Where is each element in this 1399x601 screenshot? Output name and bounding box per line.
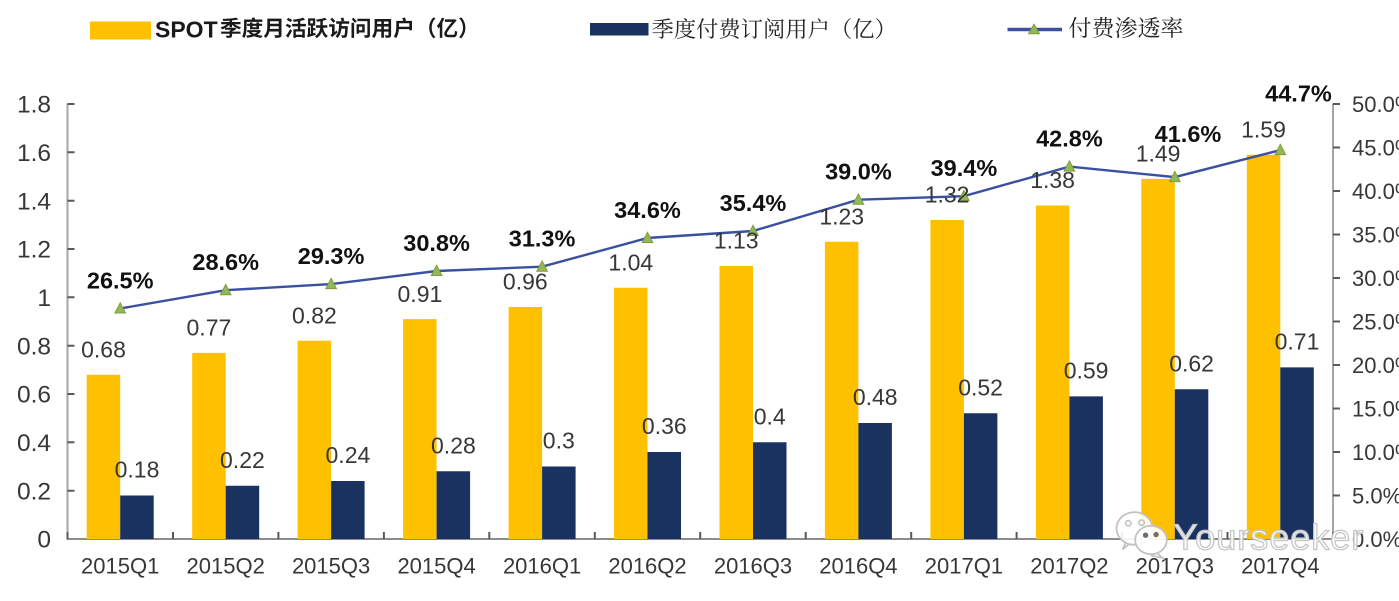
- svg-text:0.18: 0.18: [115, 457, 160, 483]
- svg-text:26.5%: 26.5%: [87, 268, 154, 294]
- svg-text:0.68: 0.68: [81, 336, 126, 362]
- svg-text:1.32: 1.32: [925, 182, 970, 208]
- svg-text:1.59: 1.59: [1241, 116, 1286, 142]
- svg-text:0.22: 0.22: [220, 447, 265, 473]
- svg-text:5.0%: 5.0%: [1352, 483, 1399, 508]
- svg-text:34.6%: 34.6%: [614, 197, 681, 223]
- svg-text:42.8%: 42.8%: [1036, 126, 1103, 152]
- svg-text:2017Q1: 2017Q1: [925, 554, 1003, 579]
- svg-text:39.0%: 39.0%: [825, 159, 892, 185]
- svg-text:41.6%: 41.6%: [1155, 121, 1222, 147]
- svg-text:20.0%: 20.0%: [1352, 353, 1399, 378]
- svg-text:1.49: 1.49: [1136, 141, 1181, 167]
- svg-text:39.4%: 39.4%: [931, 155, 998, 181]
- svg-text:0.48: 0.48: [853, 384, 898, 410]
- svg-text:2016Q3: 2016Q3: [714, 554, 792, 579]
- svg-text:35.4%: 35.4%: [720, 190, 787, 216]
- svg-text:44.7%: 44.7%: [1265, 81, 1332, 107]
- svg-text:0.71: 0.71: [1275, 329, 1320, 355]
- svg-text:28.6%: 28.6%: [192, 249, 259, 275]
- svg-text:2016Q2: 2016Q2: [608, 554, 686, 579]
- svg-text:0.59: 0.59: [1064, 358, 1109, 384]
- svg-text:Yourseeker: Yourseeker: [1174, 517, 1365, 558]
- svg-text:0.3: 0.3: [543, 428, 575, 454]
- svg-text:0.8: 0.8: [17, 333, 51, 360]
- svg-text:1.13: 1.13: [714, 228, 759, 254]
- svg-text:0.0%: 0.0%: [1352, 527, 1399, 552]
- svg-text:2017Q3: 2017Q3: [1136, 554, 1214, 579]
- svg-text:0.96: 0.96: [503, 269, 548, 295]
- svg-text:0.82: 0.82: [292, 303, 337, 329]
- svg-text:2015Q4: 2015Q4: [397, 554, 475, 579]
- svg-text:0.4: 0.4: [17, 430, 51, 457]
- svg-text:45.0%: 45.0%: [1352, 135, 1399, 160]
- svg-text:1.2: 1.2: [17, 237, 51, 264]
- svg-text:1.8: 1.8: [17, 92, 51, 119]
- svg-text:1.6: 1.6: [17, 140, 51, 167]
- svg-text:SPOT: SPOT: [155, 17, 218, 43]
- svg-text:50.0%: 50.0%: [1352, 92, 1399, 117]
- svg-text:0.24: 0.24: [326, 442, 371, 468]
- svg-text:31.3%: 31.3%: [509, 226, 576, 252]
- svg-text:0.91: 0.91: [398, 281, 443, 307]
- svg-text:40.0%: 40.0%: [1352, 179, 1399, 204]
- svg-text:2016Q4: 2016Q4: [819, 554, 897, 579]
- svg-text:2015Q3: 2015Q3: [292, 554, 370, 579]
- svg-text:0.52: 0.52: [958, 375, 1003, 401]
- svg-text:0.2: 0.2: [17, 478, 51, 505]
- svg-text:0.4: 0.4: [754, 404, 786, 430]
- svg-text:0.28: 0.28: [431, 433, 476, 459]
- svg-text:30.0%: 30.0%: [1352, 266, 1399, 291]
- svg-text:10.0%: 10.0%: [1352, 440, 1399, 465]
- svg-text:0.36: 0.36: [642, 413, 687, 439]
- svg-text:1.4: 1.4: [17, 188, 51, 215]
- svg-text:2016Q1: 2016Q1: [503, 554, 581, 579]
- svg-text:35.0%: 35.0%: [1352, 222, 1399, 247]
- svg-text:29.3%: 29.3%: [298, 243, 365, 269]
- svg-text:2015Q2: 2015Q2: [187, 554, 265, 579]
- svg-text:25.0%: 25.0%: [1352, 309, 1399, 334]
- svg-text:0.6: 0.6: [17, 382, 51, 409]
- svg-text:2015Q1: 2015Q1: [81, 554, 159, 579]
- svg-text:1.04: 1.04: [608, 249, 653, 275]
- svg-text:0: 0: [37, 527, 51, 554]
- svg-text:15.0%: 15.0%: [1352, 396, 1399, 421]
- svg-text:1: 1: [37, 285, 51, 312]
- svg-text:1.38: 1.38: [1030, 167, 1075, 193]
- svg-text:0.77: 0.77: [187, 315, 232, 341]
- svg-text:1.23: 1.23: [819, 203, 864, 229]
- svg-text:2017Q4: 2017Q4: [1241, 554, 1319, 579]
- svg-text:0.62: 0.62: [1169, 350, 1214, 376]
- svg-text:30.8%: 30.8%: [403, 230, 470, 256]
- svg-text:2017Q2: 2017Q2: [1030, 554, 1108, 579]
